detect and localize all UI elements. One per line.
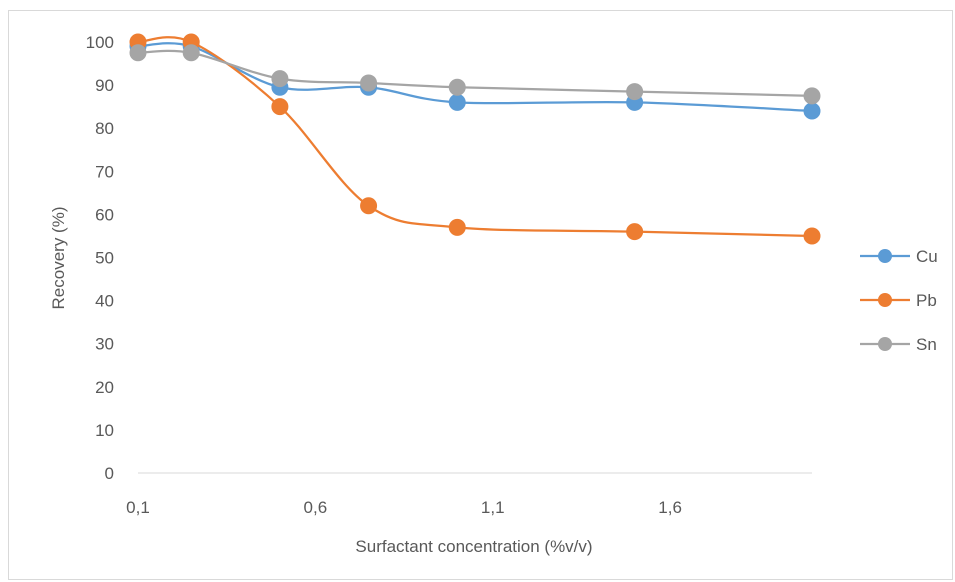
data-point-sn xyxy=(448,78,466,96)
y-tick-label: 90 xyxy=(95,76,114,95)
x-tick-label: 1,1 xyxy=(481,498,505,517)
series-line-cu xyxy=(137,42,813,113)
data-point-sn xyxy=(803,87,821,105)
legend-label-cu: Cu xyxy=(916,247,938,266)
data-point-pb xyxy=(626,223,644,241)
y-axis: 0 10 20 30 40 50 60 70 80 90 100 xyxy=(86,33,114,483)
data-point-cu xyxy=(448,93,466,111)
legend: Cu Pb Sn xyxy=(860,247,938,354)
legend-item-pb: Pb xyxy=(860,291,937,310)
y-axis-title: Recovery (%) xyxy=(49,207,68,310)
y-tick-label: 60 xyxy=(95,205,114,224)
data-point-sn xyxy=(271,70,289,88)
data-point-sn xyxy=(360,74,378,92)
data-point-sn xyxy=(626,83,644,101)
y-tick-label: 10 xyxy=(95,421,114,440)
chart-frame xyxy=(8,10,953,580)
data-point-pb xyxy=(803,227,821,245)
y-tick-label: 20 xyxy=(95,378,114,397)
y-tick-label: 70 xyxy=(95,162,114,181)
legend-item-sn: Sn xyxy=(860,335,937,354)
data-point-pb xyxy=(360,197,378,215)
x-tick-label: 0,6 xyxy=(304,498,328,517)
y-tick-label: 40 xyxy=(95,292,114,311)
y-tick-label: 50 xyxy=(95,249,114,268)
x-tick-label: 0,1 xyxy=(126,498,150,517)
legend-marker-cu xyxy=(878,249,892,263)
y-tick-label: 80 xyxy=(95,119,114,138)
legend-label-sn: Sn xyxy=(916,335,937,354)
x-axis-title: Surfactant concentration (%v/v) xyxy=(355,537,592,556)
legend-marker-pb xyxy=(878,293,892,307)
series-sn xyxy=(129,44,821,105)
data-point-sn xyxy=(129,44,147,62)
y-tick-label: 100 xyxy=(86,33,114,52)
series-cu xyxy=(129,37,821,120)
data-point-sn xyxy=(182,44,200,62)
y-tick-label: 0 xyxy=(105,464,114,483)
data-point-pb xyxy=(271,98,289,116)
data-point-cu xyxy=(803,102,821,120)
x-axis: 0,1 0,6 1,1 1,6 xyxy=(126,472,812,517)
plot-area xyxy=(129,33,821,245)
series-line-sn xyxy=(137,49,813,97)
data-point-pb xyxy=(448,218,466,236)
y-tick-label: 30 xyxy=(95,335,114,354)
x-tick-label: 1,6 xyxy=(658,498,682,517)
series-line-pb xyxy=(137,36,813,238)
legend-marker-sn xyxy=(878,337,892,351)
legend-label-pb: Pb xyxy=(916,291,937,310)
legend-item-cu: Cu xyxy=(860,247,938,266)
